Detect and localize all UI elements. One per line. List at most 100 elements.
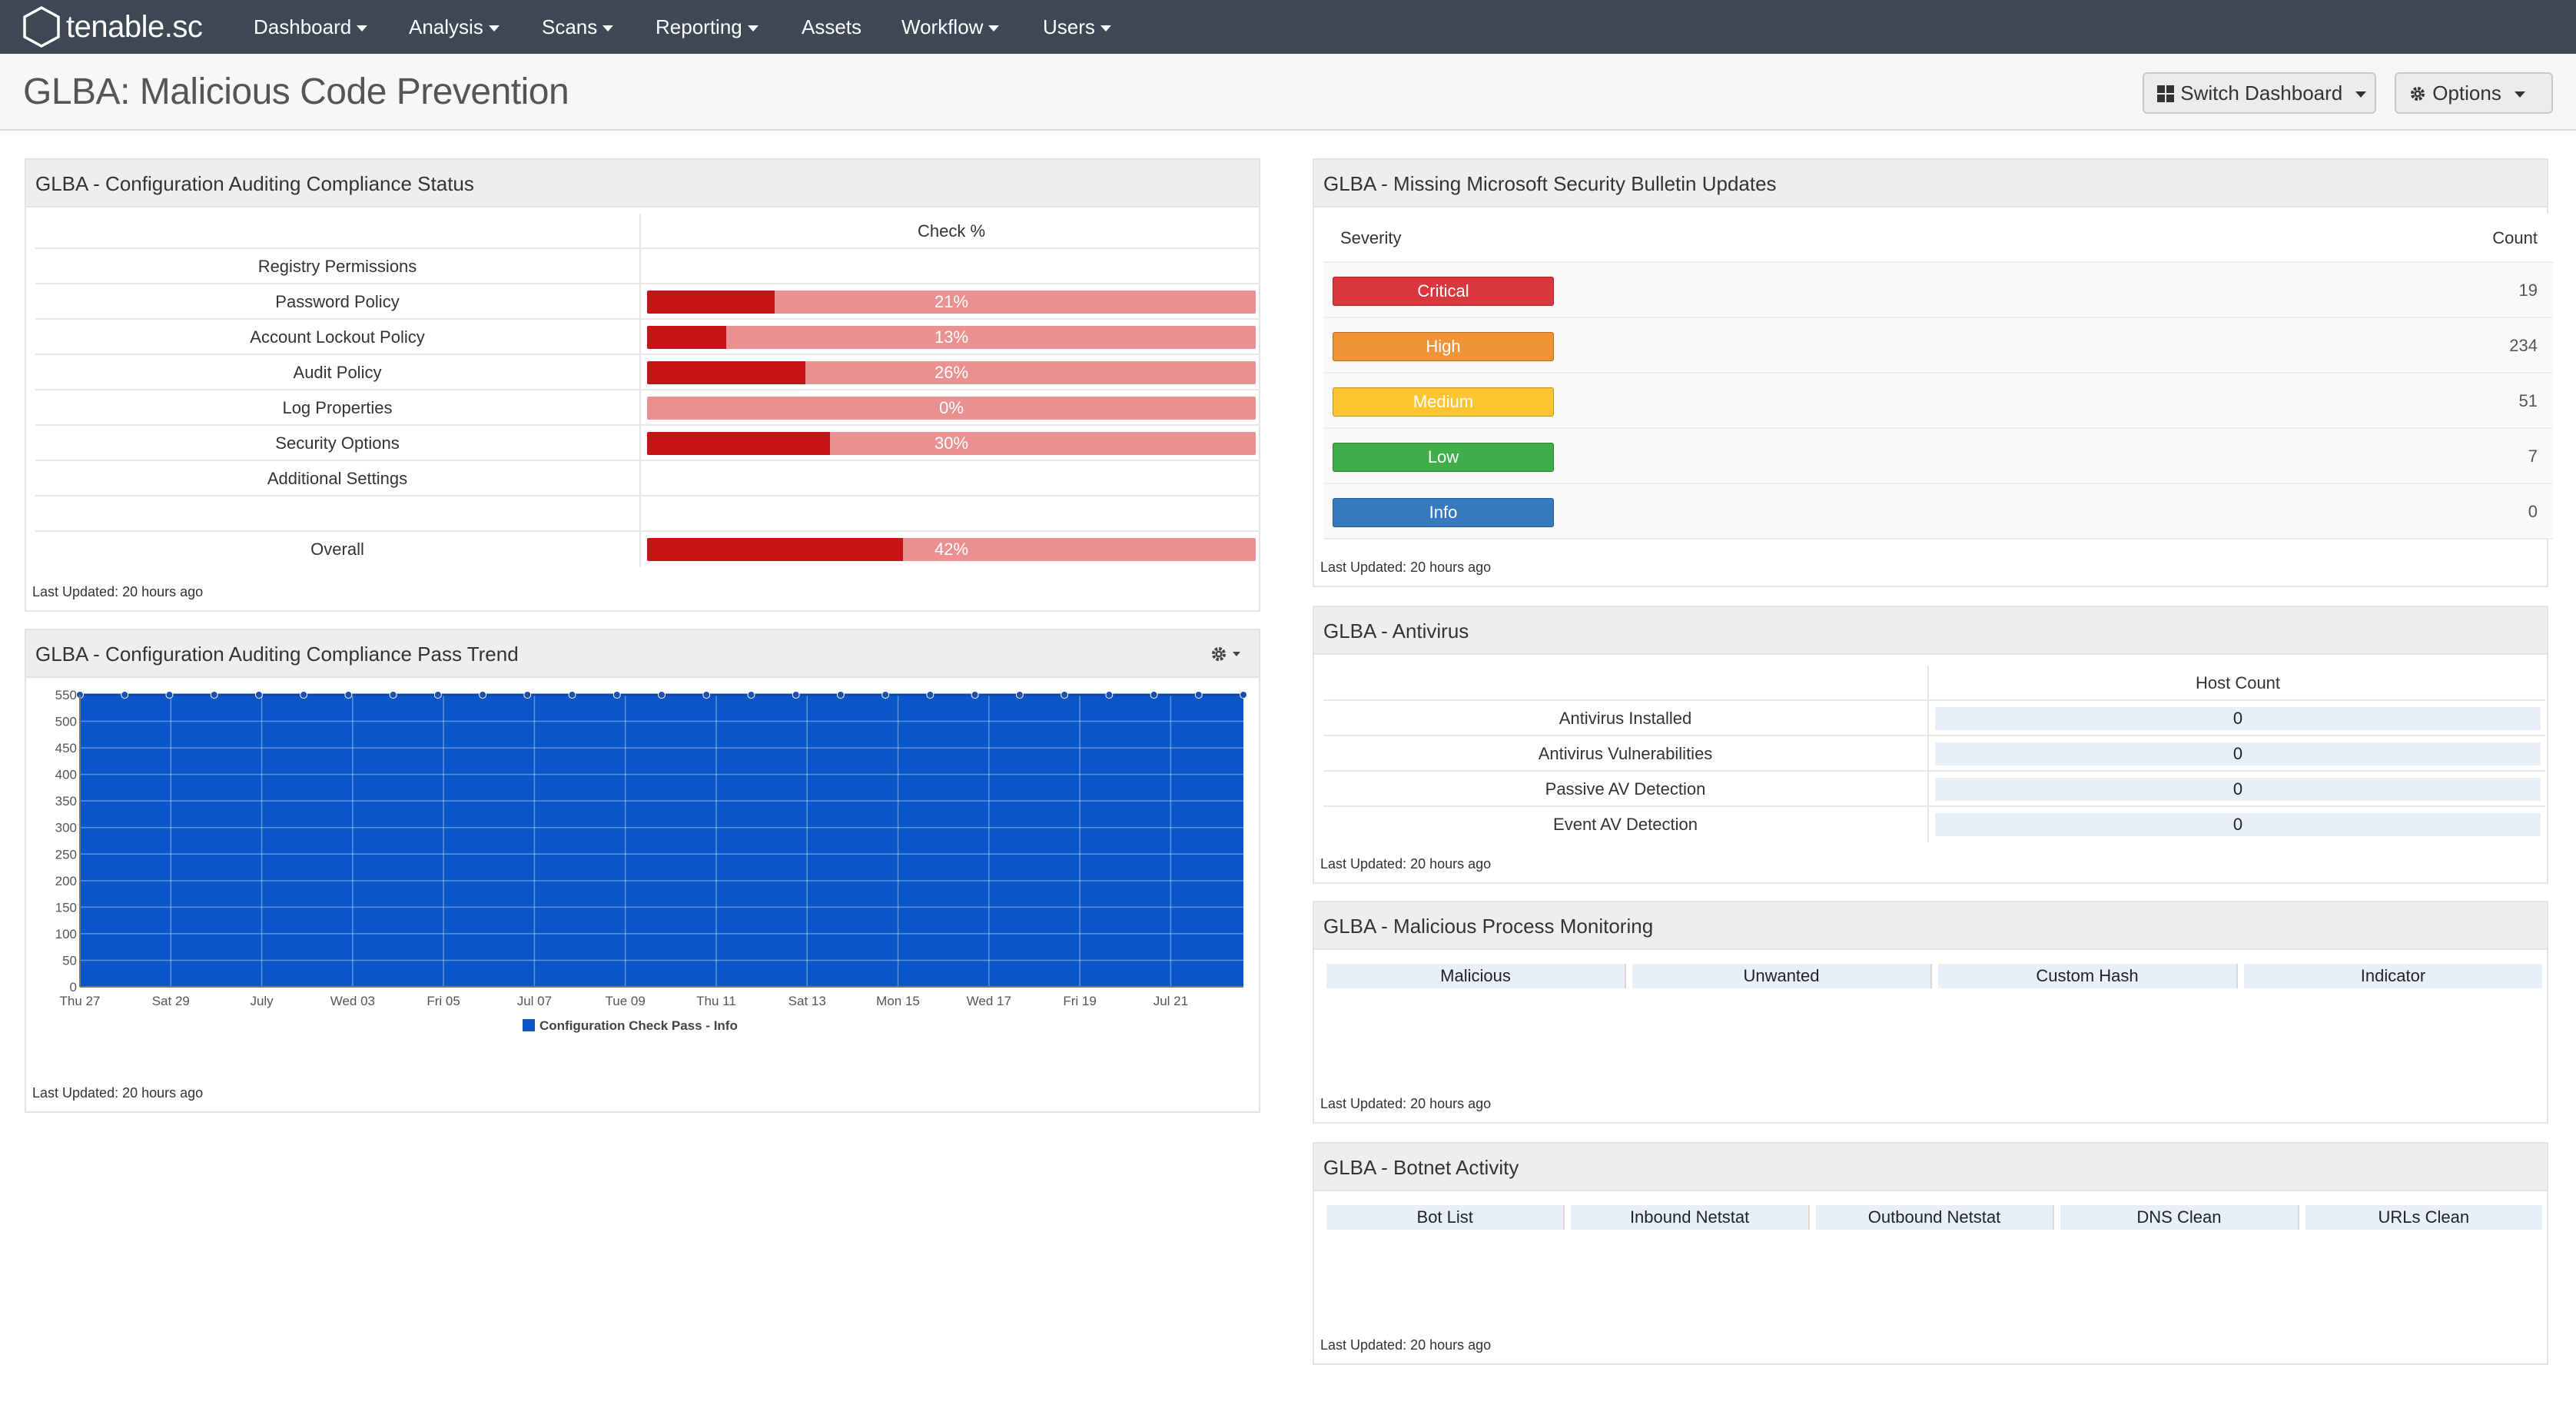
data-point bbox=[389, 691, 397, 699]
column-inbound-netstat[interactable]: Inbound Netstat bbox=[1571, 1205, 1810, 1230]
table-row[interactable]: Antivirus Installed 0 bbox=[1323, 701, 2545, 736]
severity-count[interactable]: 51 bbox=[2518, 391, 2538, 410]
table-row[interactable]: Audit Policy 26% bbox=[35, 355, 1260, 390]
severity-count[interactable]: 19 bbox=[2518, 281, 2538, 300]
gear-icon bbox=[2411, 87, 2425, 101]
percent-bar[interactable]: 21% bbox=[647, 291, 1256, 314]
table-row[interactable]: Registry Permissions bbox=[35, 249, 1260, 284]
host-count-value[interactable]: 0 bbox=[1935, 778, 2541, 801]
percent-bar[interactable]: 13% bbox=[647, 326, 1256, 349]
column-urls-clean[interactable]: URLs Clean bbox=[2305, 1205, 2543, 1230]
options-button[interactable]: Options bbox=[2395, 72, 2553, 114]
switch-dashboard-button[interactable]: Switch Dashboard bbox=[2143, 72, 2376, 114]
table-row[interactable]: Event AV Detection 0 bbox=[1323, 807, 2545, 842]
severity-count[interactable]: 0 bbox=[2528, 502, 2538, 521]
column-malicious[interactable]: Malicious bbox=[1326, 964, 1626, 988]
severity-badge[interactable]: Low bbox=[1333, 443, 1554, 472]
switch-dashboard-label: Switch Dashboard bbox=[2180, 81, 2343, 105]
compliance-status-widget: GLBA - Configuration Auditing Compliance… bbox=[25, 158, 1260, 612]
severity-row-low[interactable]: Low 7 bbox=[1323, 429, 2553, 484]
malicious-process-widget: GLBA - Malicious Process Monitoring Mali… bbox=[1313, 901, 2548, 1124]
nav-assets[interactable]: Assets bbox=[802, 15, 862, 38]
x-tick-label: Jul 21 bbox=[1154, 994, 1188, 1008]
severity-badge[interactable]: Info bbox=[1333, 498, 1554, 527]
severity-badge[interactable]: Medium bbox=[1333, 387, 1554, 417]
last-updated: Last Updated: 20 hours ago bbox=[32, 584, 204, 599]
process-columns: Malicious Unwanted Custom Hash Indicator bbox=[1323, 964, 2545, 988]
severity-row-medium[interactable]: Medium 51 bbox=[1323, 374, 2553, 429]
table-row[interactable]: Antivirus Vulnerabilities 0 bbox=[1323, 736, 2545, 772]
host-count-value[interactable]: 0 bbox=[1935, 742, 2541, 765]
table-header-row: Host Count bbox=[1323, 666, 2545, 701]
data-point bbox=[433, 691, 442, 699]
column-outbound-netstat[interactable]: Outbound Netstat bbox=[1815, 1205, 2055, 1230]
row-label: Event AV Detection bbox=[1323, 807, 1929, 842]
chevron-down-icon bbox=[988, 25, 1000, 32]
host-count-value[interactable]: 0 bbox=[1935, 813, 2541, 836]
table-row[interactable]: Account Lockout Policy 13% bbox=[35, 320, 1260, 355]
widget-title: GLBA - Configuration Auditing Compliance… bbox=[26, 160, 1259, 208]
nav-analysis[interactable]: Analysis bbox=[409, 12, 500, 42]
x-tick-label: Tue 09 bbox=[606, 994, 646, 1008]
column-unwanted[interactable]: Unwanted bbox=[1632, 964, 1932, 988]
nav-scans[interactable]: Scans bbox=[542, 12, 614, 42]
x-tick-label: Fri 05 bbox=[427, 994, 460, 1008]
data-point bbox=[792, 691, 800, 699]
row-label: Password Policy bbox=[35, 284, 641, 320]
severity-row-critical[interactable]: Critical 19 bbox=[1323, 263, 2553, 318]
table-row-overall[interactable]: Overall 42% bbox=[35, 532, 1260, 567]
nav-reporting[interactable]: Reporting bbox=[656, 12, 759, 42]
data-point bbox=[926, 691, 934, 699]
antivirus-widget: GLBA - Antivirus Host Count Antivirus In… bbox=[1313, 606, 2548, 884]
nav-workflow[interactable]: Workflow bbox=[901, 12, 1000, 42]
widget-title: GLBA - Antivirus bbox=[1314, 607, 2547, 655]
series-area bbox=[80, 695, 1243, 987]
column-custom-hash[interactable]: Custom Hash bbox=[1938, 964, 2238, 988]
data-point bbox=[658, 691, 666, 699]
last-updated: Last Updated: 20 hours ago bbox=[1320, 1337, 1492, 1353]
column-bot-list[interactable]: Bot List bbox=[1326, 1205, 1565, 1230]
data-point bbox=[523, 691, 532, 699]
nav-dashboard[interactable]: Dashboard bbox=[254, 12, 368, 42]
data-point bbox=[210, 691, 218, 699]
table-row[interactable]: Additional Settings bbox=[35, 461, 1260, 496]
severity-row-high[interactable]: High 234 bbox=[1323, 318, 2553, 374]
widget-title: GLBA - Malicious Process Monitoring bbox=[1314, 902, 2547, 950]
nav-users[interactable]: Users bbox=[1043, 12, 1111, 42]
trend-chart[interactable]: 0 50 100 150 200 250 300 350 400 450 500 550 Thu 27 S… bbox=[26, 679, 1259, 1079]
data-point bbox=[702, 691, 711, 699]
table-row[interactable]: Passive AV Detection 0 bbox=[1323, 772, 2545, 807]
data-point bbox=[344, 691, 353, 699]
table-header-row: Severity Count bbox=[1323, 214, 2553, 263]
legend-swatch bbox=[523, 1019, 535, 1031]
widget-title: GLBA - Configuration Auditing Compliance… bbox=[26, 630, 1259, 678]
chevron-down-icon bbox=[2355, 91, 2367, 98]
severity-row-info[interactable]: Info 0 bbox=[1323, 484, 2553, 540]
data-point bbox=[971, 691, 979, 699]
y-tick-label: 0 bbox=[70, 980, 77, 995]
percent-bar[interactable]: 0% bbox=[647, 397, 1256, 420]
percent-bar[interactable]: 26% bbox=[647, 361, 1256, 384]
tenable-logo[interactable]: tenable.sc bbox=[22, 6, 203, 48]
gear-icon bbox=[1212, 647, 1240, 661]
column-indicator[interactable]: Indicator bbox=[2244, 964, 2542, 988]
bar-percent: 21% bbox=[934, 292, 969, 311]
table-row[interactable]: Log Properties 0% bbox=[35, 390, 1260, 426]
x-tick-label: Thu 11 bbox=[696, 994, 736, 1008]
column-header-severity: Severity bbox=[1340, 228, 1402, 247]
row-label: Overall bbox=[35, 532, 641, 567]
severity-count[interactable]: 7 bbox=[2528, 447, 2538, 466]
table-row[interactable]: Security Options 30% bbox=[35, 426, 1260, 461]
column-dns-clean[interactable]: DNS Clean bbox=[2060, 1205, 2299, 1230]
host-count-value[interactable]: 0 bbox=[1935, 707, 2541, 730]
severity-badge[interactable]: High bbox=[1333, 332, 1554, 361]
widget-settings-button[interactable] bbox=[1210, 630, 1243, 678]
percent-bar[interactable]: 30% bbox=[647, 432, 1256, 455]
severity-badge[interactable]: Critical bbox=[1333, 277, 1554, 306]
column-header-check: Check % bbox=[917, 221, 986, 241]
table-row[interactable]: Password Policy 21% bbox=[35, 284, 1260, 320]
y-tick-label: 300 bbox=[55, 821, 77, 835]
percent-bar[interactable]: 42% bbox=[647, 538, 1256, 561]
row-label: Account Lockout Policy bbox=[35, 320, 641, 355]
severity-count[interactable]: 234 bbox=[2509, 336, 2538, 355]
